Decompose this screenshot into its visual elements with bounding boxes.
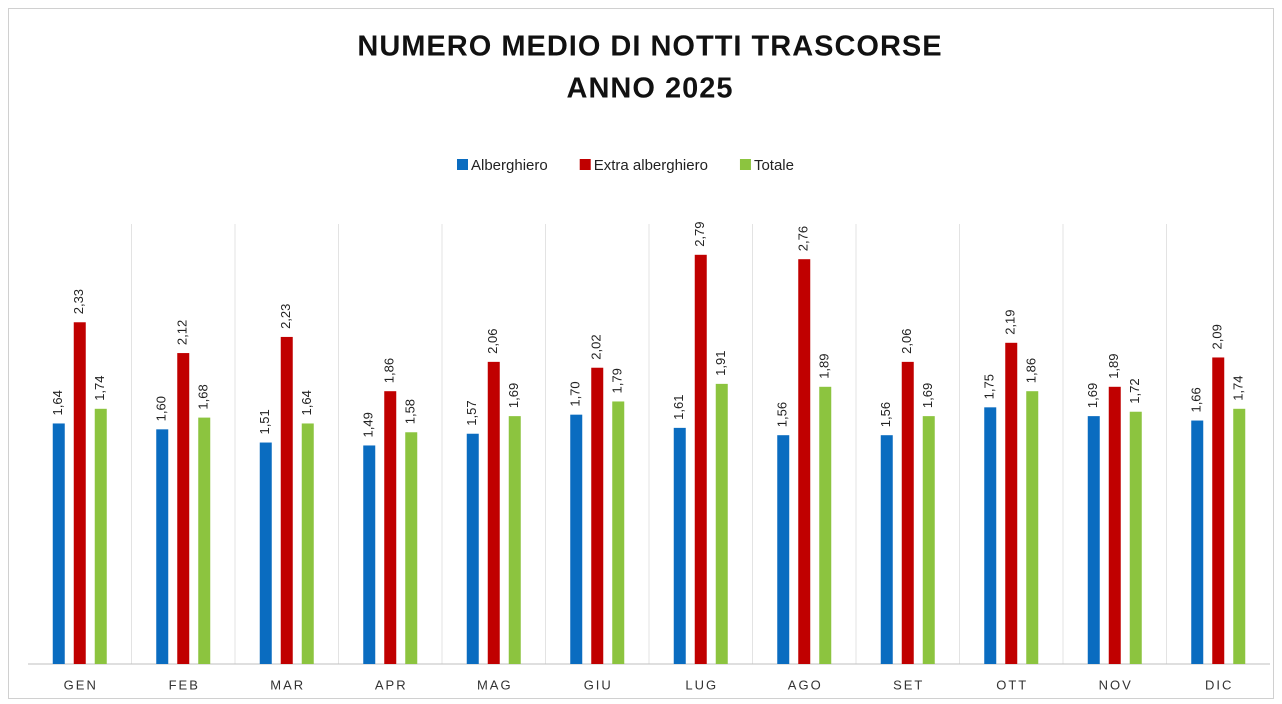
bar xyxy=(673,427,686,664)
legend-label: Extra alberghiero xyxy=(594,157,708,174)
x-tick-label: GEN xyxy=(64,677,98,692)
bar xyxy=(1233,408,1246,664)
bar xyxy=(52,423,65,664)
bar xyxy=(384,391,397,664)
value-label: 1,58 xyxy=(403,399,418,424)
bar xyxy=(73,322,86,664)
bar xyxy=(984,407,997,664)
bar xyxy=(715,383,728,664)
value-label: 1,64 xyxy=(299,390,314,415)
bar xyxy=(259,442,272,664)
value-label: 2,06 xyxy=(485,329,500,354)
bar xyxy=(487,361,500,664)
value-label: 1,86 xyxy=(382,358,397,383)
x-tick-label: AGO xyxy=(788,677,823,692)
value-label: 2,19 xyxy=(1003,309,1018,334)
legend-swatch xyxy=(579,159,591,170)
value-label: 1,74 xyxy=(1231,375,1246,400)
bar xyxy=(1026,391,1039,664)
bar xyxy=(1191,420,1204,664)
bar xyxy=(466,433,479,664)
value-label: 2,06 xyxy=(899,329,914,354)
value-label: 1,69 xyxy=(506,383,521,408)
x-tick-label: FEB xyxy=(169,677,200,692)
value-label: 2,23 xyxy=(278,304,293,329)
x-tick-label: DIC xyxy=(1205,677,1233,692)
value-label: 1,56 xyxy=(775,402,790,427)
value-label: 1,61 xyxy=(671,395,686,420)
x-tick-label: NOV xyxy=(1099,677,1133,692)
chart-subtitle: ANNO 2025 xyxy=(567,73,734,105)
legend-swatch xyxy=(457,159,468,170)
x-tick-label: OTT xyxy=(996,677,1028,692)
value-label: 1,64 xyxy=(50,390,65,415)
bar xyxy=(591,367,604,664)
value-label: 1,79 xyxy=(610,368,625,393)
bar xyxy=(1212,357,1225,664)
value-label: 2,12 xyxy=(175,320,190,345)
value-label: 1,60 xyxy=(154,396,169,421)
x-tick-label: GIU xyxy=(584,677,613,692)
legend: Alberghiero Extra alberghiero Totale xyxy=(457,157,794,174)
bar xyxy=(1005,342,1018,664)
bar xyxy=(94,408,107,664)
bar xyxy=(880,435,893,664)
bar xyxy=(694,254,707,665)
bar xyxy=(156,429,169,664)
x-tick-label: MAR xyxy=(270,677,305,692)
x-tick-label: LUG xyxy=(685,677,718,692)
bar xyxy=(777,435,790,664)
value-label: 1,86 xyxy=(1024,358,1039,383)
value-label: 2,79 xyxy=(692,221,707,246)
value-label: 2,76 xyxy=(796,226,811,251)
bar xyxy=(1129,411,1142,664)
value-label: 1,91 xyxy=(713,351,728,376)
bar xyxy=(280,336,293,664)
legend-label: Alberghiero xyxy=(471,157,548,174)
x-tick-label: MAG xyxy=(477,677,513,692)
bar xyxy=(198,417,211,664)
value-label: 1,56 xyxy=(878,402,893,427)
x-tick-label: SET xyxy=(893,677,924,692)
value-label: 1,49 xyxy=(361,412,376,437)
chart-title: NUMERO MEDIO DI NOTTI TRASCORSE xyxy=(357,31,942,63)
bar xyxy=(612,401,625,664)
bar xyxy=(922,416,935,664)
bar xyxy=(570,414,583,664)
value-label: 1,68 xyxy=(196,384,211,409)
value-label: 2,33 xyxy=(71,289,86,314)
legend-label: Totale xyxy=(754,157,794,174)
bar xyxy=(177,353,190,664)
value-label: 1,89 xyxy=(817,353,832,378)
legend-swatch xyxy=(739,159,751,170)
bar xyxy=(1087,416,1100,664)
bar xyxy=(363,445,376,664)
value-label: 1,72 xyxy=(1127,378,1142,403)
value-label: 1,74 xyxy=(92,375,107,400)
value-label: 1,89 xyxy=(1106,353,1121,378)
bar xyxy=(508,416,521,664)
bar xyxy=(1108,386,1121,664)
value-label: 1,75 xyxy=(982,374,997,399)
value-label: 2,09 xyxy=(1210,324,1225,349)
value-label: 1,69 xyxy=(1085,383,1100,408)
value-label: 1,57 xyxy=(464,400,479,425)
x-tick-label: APR xyxy=(375,677,408,692)
value-label: 1,66 xyxy=(1189,387,1204,412)
value-label: 1,51 xyxy=(257,409,272,434)
bar xyxy=(901,361,914,664)
bar xyxy=(798,259,811,664)
bar xyxy=(819,386,832,664)
value-label: 1,70 xyxy=(568,381,583,406)
value-label: 1,69 xyxy=(920,383,935,408)
bar xyxy=(405,432,418,664)
value-label: 2,02 xyxy=(589,334,604,359)
bar xyxy=(301,423,314,664)
